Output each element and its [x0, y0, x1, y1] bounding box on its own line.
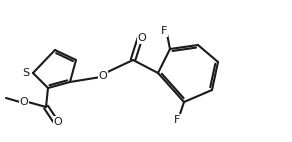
Text: F: F: [174, 115, 180, 125]
Text: O: O: [20, 97, 28, 107]
Text: O: O: [99, 71, 107, 81]
Text: O: O: [54, 117, 62, 127]
Text: S: S: [22, 68, 29, 78]
Text: F: F: [161, 26, 167, 36]
Text: O: O: [138, 33, 146, 43]
